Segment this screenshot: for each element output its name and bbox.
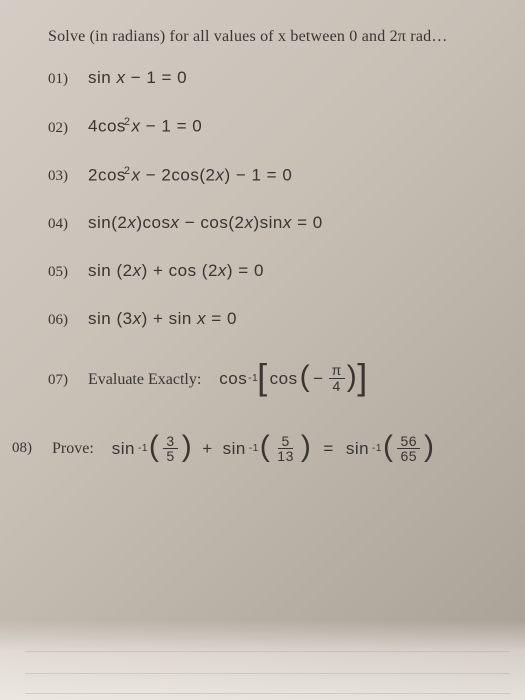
equation: sin-1 ( 35 ) + sin-1 ( 513 ) = sin-1 ( 5… [112,434,435,464]
problem-6: 06) sin (3x) + sin x = 0 [48,309,487,329]
equation: 2cos2x − 2cos(2x) − 1 = 0 [88,165,292,186]
problem-5: 05) sin (2x) + cos (2x) = 0 [48,261,487,281]
problem-number: 08) [12,440,52,457]
ruled-line [25,693,510,694]
problem-7: 07) Evaluate Exactly: cos-1 [ cos ( − π … [48,363,487,393]
problem-number: 05) [48,264,88,281]
equation: sin (2x) + cos (2x) = 0 [88,261,264,281]
equation: 4cos2x − 1 = 0 [88,116,202,137]
fraction: 513 [274,434,297,464]
page-bottom-shade [0,620,525,700]
ruled-line [25,673,510,674]
equation: cos-1 [ cos ( − π 4 ) ] [219,363,367,393]
equation: sin x − 1 = 0 [88,68,187,88]
problem-1: 01) sin x − 1 = 0 [48,68,487,88]
problem-number: 03) [48,168,88,185]
problem-8: 08) Prove: sin-1 ( 35 ) + sin-1 ( 513 ) … [12,434,487,464]
fraction: π 4 [329,363,345,393]
equation: sin (3x) + sin x = 0 [88,309,237,329]
problem-4: 04) sin(2x)cosx − cos(2x)sinx = 0 [48,213,487,233]
equation: sin(2x)cosx − cos(2x)sinx = 0 [88,213,323,233]
problem-number: 07) [48,372,88,389]
problem-number: 01) [48,71,88,88]
page-header: Solve (in radians) for all values of x b… [48,28,487,46]
problem-2: 02) 4cos2x − 1 = 0 [48,116,487,137]
page-content: Solve (in radians) for all values of x b… [0,0,525,464]
fraction: 35 [163,434,177,464]
fraction: 5665 [397,434,420,464]
problem-3: 03) 2cos2x − 2cos(2x) − 1 = 0 [48,165,487,186]
problem-word: Prove: [52,440,94,458]
ruled-line [25,651,510,652]
problem-number: 06) [48,312,88,329]
problem-number: 02) [48,120,88,137]
problem-word: Evaluate Exactly: [88,371,201,389]
problem-number: 04) [48,216,88,233]
